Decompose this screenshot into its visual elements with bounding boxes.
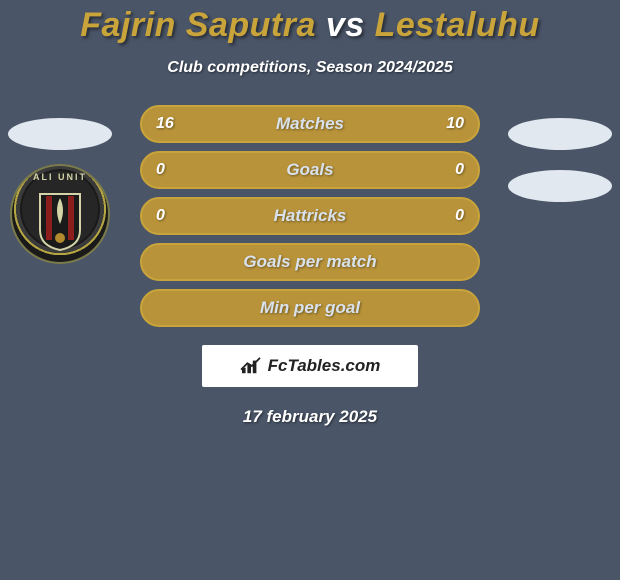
stat-value-right: 0 <box>455 161 464 179</box>
stat-label: Goals <box>142 160 478 180</box>
stat-row-min-per-goal: Min per goal <box>140 289 480 327</box>
stats-table: 16 Matches 10 0 Goals 0 0 Hattricks 0 Go… <box>140 105 480 327</box>
generated-date: 17 february 2025 <box>0 407 620 427</box>
attribution-banner: FcTables.com <box>202 345 418 387</box>
subtitle: Club competitions, Season 2024/2025 <box>0 59 620 77</box>
stat-value-left: 16 <box>156 115 174 133</box>
badge-top-text: ALI UNIT <box>12 172 108 182</box>
stat-row-matches: 16 Matches 10 <box>140 105 480 143</box>
stat-label: Hattricks <box>142 206 478 226</box>
left-player-logos: ALI UNIT <box>8 118 112 282</box>
stat-value-right: 10 <box>446 115 464 133</box>
title-player1: Fajrin Saputra <box>80 6 316 44</box>
stat-label: Min per goal <box>142 298 478 318</box>
player2-country-flag-placeholder <box>508 118 612 150</box>
bar-chart-icon <box>240 357 262 375</box>
stat-row-hattricks: 0 Hattricks 0 <box>140 197 480 235</box>
stat-value-right: 0 <box>455 207 464 225</box>
stat-value-left: 0 <box>156 207 165 225</box>
title-player2: Lestaluhu <box>375 6 540 44</box>
stat-label: Matches <box>142 114 478 134</box>
player1-country-flag-placeholder <box>8 118 112 150</box>
stat-row-goals: 0 Goals 0 <box>140 151 480 189</box>
right-player-logos <box>508 118 612 202</box>
stat-label: Goals per match <box>142 252 478 272</box>
shield-icon <box>38 192 82 252</box>
player1-club-badge: ALI UNIT <box>10 164 110 282</box>
stat-value-left: 0 <box>156 161 165 179</box>
page-title: Fajrin Saputra vs Lestaluhu <box>0 6 620 45</box>
player2-club-badge-placeholder <box>508 170 612 202</box>
title-vs: vs <box>326 6 365 44</box>
attribution-text: FcTables.com <box>268 356 381 376</box>
stat-row-goals-per-match: Goals per match <box>140 243 480 281</box>
